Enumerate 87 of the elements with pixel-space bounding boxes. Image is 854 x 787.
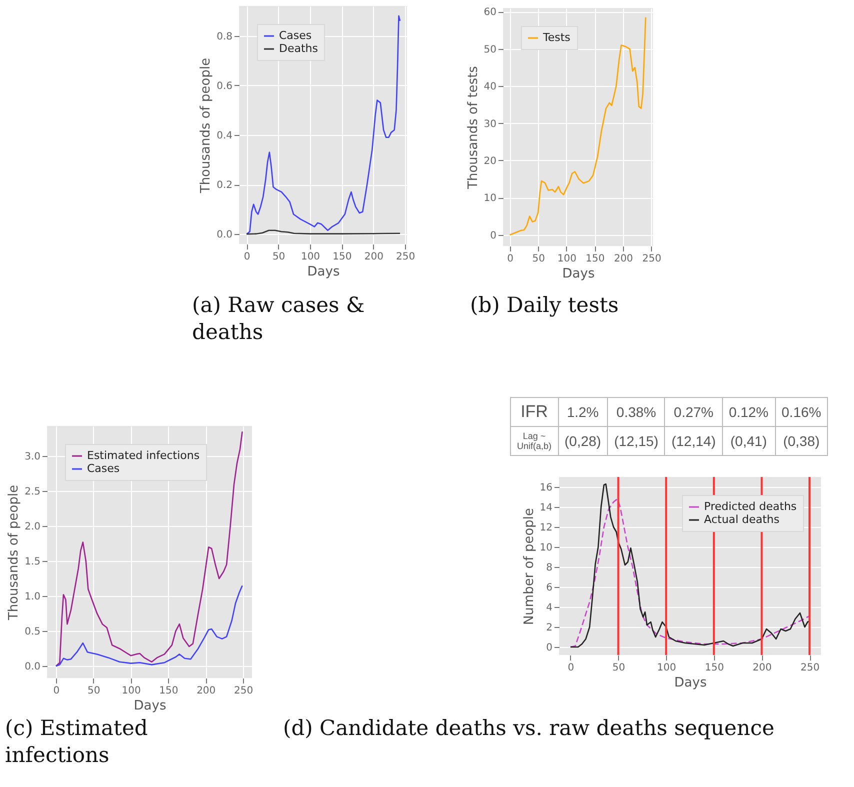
legend-label: Actual deaths bbox=[704, 513, 780, 526]
text: 0.12% bbox=[722, 398, 776, 426]
y-tick-label: 2 bbox=[546, 622, 552, 634]
y-tick-label: 50 bbox=[484, 44, 496, 56]
text: 0.16% bbox=[775, 398, 828, 426]
x-tick-label: 0 bbox=[507, 254, 514, 264]
y-tick-label: 0.0 bbox=[24, 662, 40, 673]
text: (0,28) bbox=[558, 426, 608, 456]
legend-label: Cases bbox=[87, 462, 120, 475]
x-axis-title: Days bbox=[307, 264, 340, 280]
y-tick-label: 0.4 bbox=[216, 130, 232, 142]
y-tick-label: 0.6 bbox=[216, 80, 232, 92]
y-tick-label: 30 bbox=[484, 118, 496, 130]
y-tick-label: 2.5 bbox=[24, 486, 40, 498]
x-tick-label: 150 bbox=[332, 252, 352, 262]
x-axis-title: Days bbox=[562, 266, 595, 282]
y-tick-label: 10 bbox=[540, 542, 552, 554]
text: (b) Daily tests bbox=[470, 292, 620, 319]
y-tick-label: 3.0 bbox=[24, 452, 40, 463]
y-tick-label: 20 bbox=[484, 156, 496, 167]
legend-label: Cases bbox=[279, 29, 312, 42]
x-tick-label: 50 bbox=[612, 662, 626, 674]
y-tick-label: 0 bbox=[490, 230, 496, 242]
y-axis-title: Thousands of people bbox=[6, 484, 22, 622]
y-axis-title: Thousands of people bbox=[198, 58, 214, 194]
x-tick-label: 250 bbox=[234, 686, 254, 696]
legend-label: Deaths bbox=[279, 42, 318, 55]
y-tick-label: 40 bbox=[484, 82, 496, 93]
y-axis-title: Thousands of tests bbox=[466, 66, 481, 190]
text: (c) Estimated infections bbox=[5, 715, 149, 769]
x-tick-label: 0 bbox=[568, 662, 574, 674]
y-tick-label: 0.8 bbox=[216, 31, 232, 42]
line-series bbox=[509, 16, 646, 236]
x-tick-label: 200 bbox=[196, 686, 216, 696]
y-tick-label: 1.0 bbox=[24, 592, 40, 603]
x-tick-label: 50 bbox=[88, 686, 100, 696]
x-axis-title: Days bbox=[674, 676, 707, 690]
legend-label: Estimated infections bbox=[87, 449, 200, 462]
x-tick-label: 200 bbox=[752, 662, 772, 674]
text: IFR bbox=[510, 398, 558, 426]
y-tick-label: 6 bbox=[546, 582, 552, 594]
line-series bbox=[55, 584, 243, 667]
x-tick-label: 200 bbox=[364, 252, 384, 262]
text: (0,41) bbox=[722, 426, 776, 456]
x-tick-label: 0 bbox=[53, 686, 60, 696]
y-tick-label: 16 bbox=[540, 482, 552, 494]
text: (d) Candidate deaths vs. raw deaths sequence bbox=[283, 715, 776, 742]
x-tick-label: 200 bbox=[614, 254, 634, 264]
y-axis-title: Number of people bbox=[522, 508, 537, 626]
text: Lag ~ Unif(a,b) bbox=[510, 426, 558, 456]
x-tick-label: 0 bbox=[244, 252, 250, 262]
y-tick-label: 4 bbox=[546, 602, 552, 614]
x-tick-label: 100 bbox=[122, 686, 141, 696]
x-axis-title: Days bbox=[134, 698, 166, 714]
y-tick-label: 12 bbox=[540, 522, 552, 534]
x-tick-label: 50 bbox=[272, 252, 286, 262]
x-tick-label: 50 bbox=[532, 254, 545, 264]
y-tick-label: 60 bbox=[484, 7, 496, 18]
x-tick-label: 250 bbox=[800, 662, 820, 674]
x-tick-label: 150 bbox=[586, 254, 605, 264]
y-tick-label: 14 bbox=[540, 502, 552, 514]
y-tick-label: 10 bbox=[484, 193, 496, 204]
y-tick-label: 0.5 bbox=[24, 626, 40, 638]
x-tick-label: 250 bbox=[642, 254, 662, 264]
text: (0,38) bbox=[775, 426, 828, 456]
y-tick-label: 0.0 bbox=[216, 230, 232, 241]
x-tick-label: 250 bbox=[396, 252, 416, 262]
text: (a) Raw cases & deaths bbox=[192, 292, 366, 346]
text: 0.27% bbox=[664, 398, 722, 426]
y-tick-label: 1.5 bbox=[24, 556, 40, 568]
y-tick-label: 8 bbox=[546, 562, 552, 574]
legend-label: Tests bbox=[542, 31, 571, 44]
x-tick-label: 150 bbox=[704, 662, 724, 674]
x-tick-label: 100 bbox=[300, 252, 320, 262]
line-series bbox=[246, 15, 401, 235]
text: 1.2% bbox=[558, 398, 608, 426]
line-series bbox=[55, 430, 243, 667]
text: 0.38% bbox=[608, 398, 665, 426]
y-tick-label: 2.0 bbox=[24, 522, 40, 533]
x-tick-label: 100 bbox=[657, 662, 676, 674]
y-tick-label: 0 bbox=[546, 642, 552, 654]
x-tick-label: 100 bbox=[557, 254, 576, 264]
x-tick-label: 150 bbox=[159, 686, 178, 696]
y-tick-label: 0.2 bbox=[216, 180, 232, 191]
legend-label: Predicted deaths bbox=[704, 500, 797, 513]
text: (12,15) bbox=[608, 426, 665, 456]
text: (12,14) bbox=[664, 426, 722, 456]
